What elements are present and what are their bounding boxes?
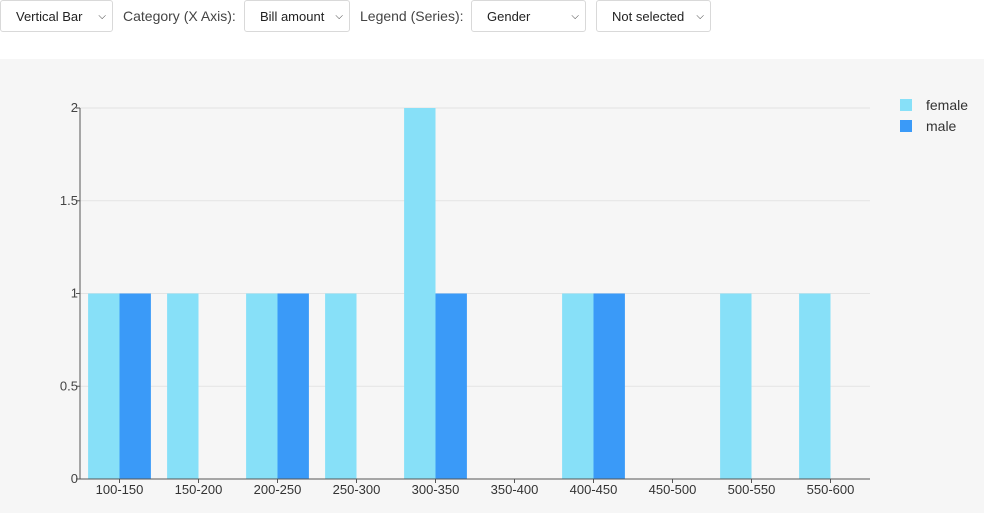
bar-female-500-550[interactable]: [720, 293, 752, 480]
x-tick-label: 350-400: [491, 482, 539, 497]
x-tick-label: 550-600: [807, 482, 855, 497]
chevron-down-icon: ⌵: [335, 11, 343, 22]
category-select[interactable]: Bill amount ⌵: [244, 0, 350, 32]
x-tick-label: 450-500: [649, 482, 697, 497]
bar-female-200-250[interactable]: [246, 293, 278, 480]
y-tick-label: 1.5: [60, 193, 78, 208]
bar-female-100-150[interactable]: [88, 293, 120, 480]
legend-swatch-male[interactable]: [900, 120, 912, 132]
y-tick-label: 1: [71, 286, 78, 301]
chart-toolbar: Vertical Bar ⌵ Category (X Axis): Bill a…: [0, 0, 984, 36]
y-tick-label: 0.5: [60, 378, 78, 393]
chevron-down-icon: ⌵: [571, 11, 579, 22]
category-value: Bill amount: [260, 9, 325, 24]
extra-value: Not selected: [612, 9, 685, 24]
bar-chart: 0 0.5 1 1.5 2 100-150 150-200 200-250 250-300 300…: [60, 97, 968, 497]
axes: 0 0.5 1 1.5 2 100-150 150-200 200-250 250-300 300…: [60, 100, 870, 497]
x-tick-label: 250-300: [333, 482, 381, 497]
bar-female-550-600[interactable]: [799, 293, 831, 480]
x-tick-label: 200-250: [254, 482, 302, 497]
bar-male-100-150[interactable]: [119, 293, 151, 480]
bar-female-400-450[interactable]: [562, 293, 594, 480]
legend-label-male: male: [926, 118, 957, 134]
y-tick-label: 2: [71, 100, 78, 115]
chevron-down-icon: ⌵: [98, 11, 106, 22]
legend-value: Gender: [487, 9, 531, 24]
bar-female-300-350[interactable]: [404, 108, 436, 479]
chart-type-select[interactable]: Vertical Bar ⌵: [0, 0, 113, 32]
x-tick-label: 100-150: [96, 482, 144, 497]
legend-label-female: female: [926, 97, 968, 113]
bar-male-200-250[interactable]: [277, 293, 309, 480]
legend-series-label: Legend (Series):: [360, 8, 464, 24]
bar-female-150-200[interactable]: [167, 293, 199, 480]
legend-swatch-female[interactable]: [900, 99, 912, 111]
chart-type-value: Vertical Bar: [16, 9, 83, 24]
bar-male-300-350[interactable]: [435, 293, 467, 480]
bar-female-250-300[interactable]: [325, 293, 357, 480]
bars: [88, 108, 831, 480]
legend-select[interactable]: Gender ⌵: [471, 0, 586, 32]
y-tick-label: 0: [71, 471, 78, 486]
x-tick-label: 300-350: [412, 482, 460, 497]
legend: female male: [900, 97, 968, 134]
x-tick-label: 500-550: [728, 482, 776, 497]
bar-male-400-450[interactable]: [593, 293, 625, 480]
category-axis-label: Category (X Axis):: [123, 8, 236, 24]
x-tick-label: 150-200: [175, 482, 223, 497]
chevron-down-icon: ⌵: [696, 11, 704, 22]
x-tick-label: 400-450: [570, 482, 618, 497]
chart-area: 0 0.5 1 1.5 2 100-150 150-200 200-250 250-300 300…: [0, 59, 984, 513]
extra-select[interactable]: Not selected ⌵: [596, 0, 711, 32]
